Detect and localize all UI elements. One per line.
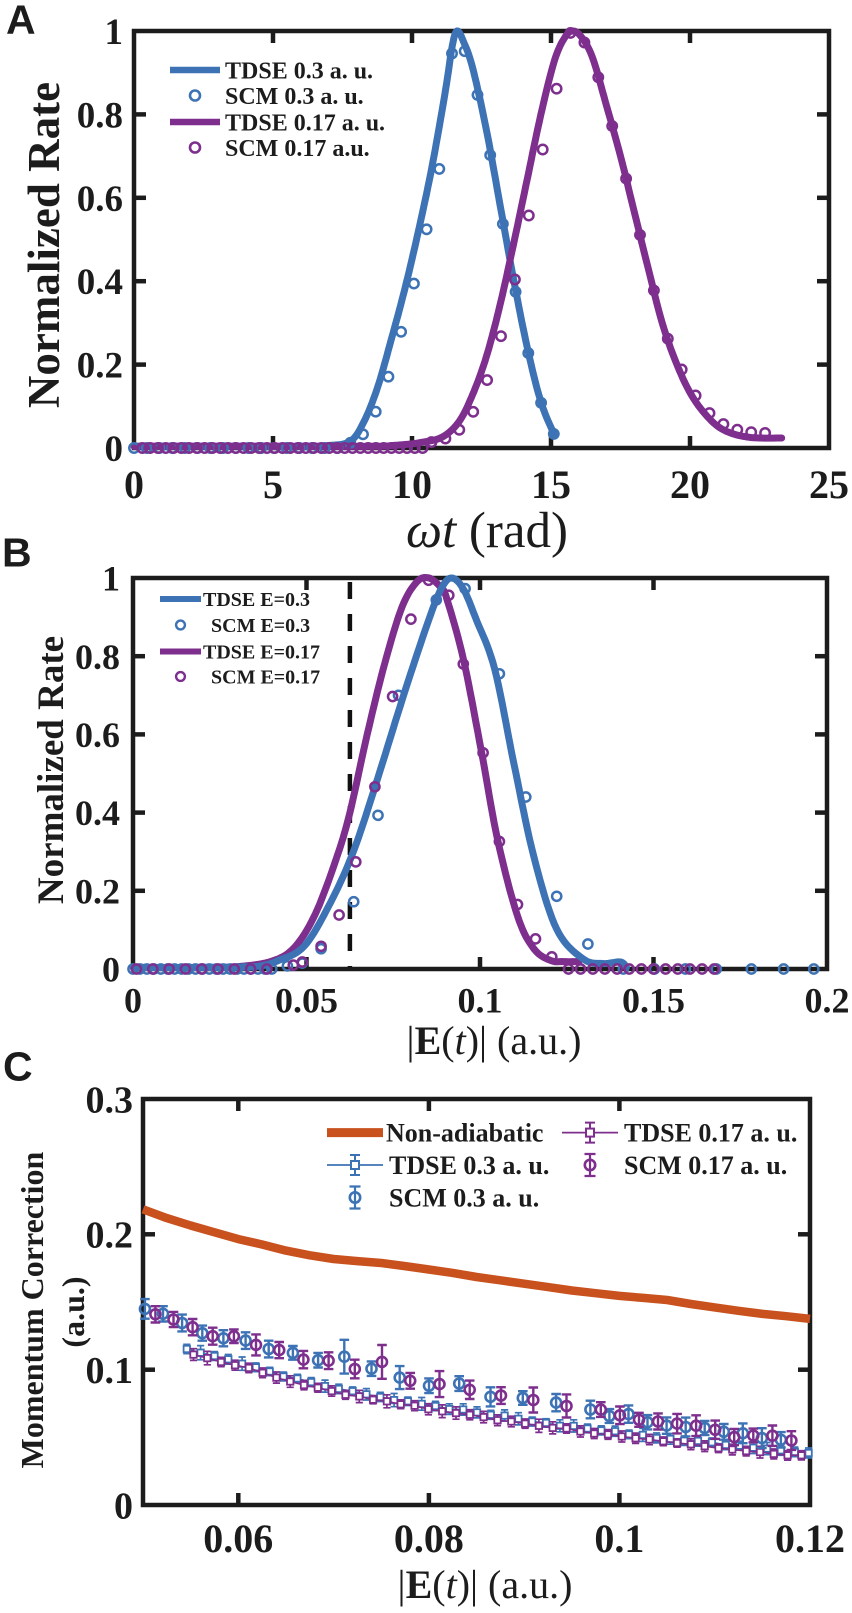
svg-text:SCM 0.17 a. u.: SCM 0.17 a. u. <box>624 1151 787 1180</box>
svg-text:(a.u.): (a.u.) <box>55 1276 91 1347</box>
svg-text:TDSE 0.3 a. u.: TDSE 0.3 a. u. <box>225 58 373 84</box>
svg-text:0.2: 0.2 <box>77 346 123 387</box>
svg-text:0.6: 0.6 <box>75 715 120 755</box>
svg-text:0: 0 <box>105 429 124 470</box>
svg-text:0.2: 0.2 <box>75 871 120 911</box>
svg-text:1: 1 <box>105 12 124 53</box>
svg-text:1: 1 <box>102 559 120 599</box>
svg-text:|E(t)| (a.u.): |E(t)| (a.u.) <box>398 1562 573 1607</box>
svg-text:0.1: 0.1 <box>458 981 503 1021</box>
svg-text:Momentum Correction: Momentum Correction <box>14 1151 50 1468</box>
svg-text:0.3: 0.3 <box>86 1079 134 1121</box>
svg-text:0.05: 0.05 <box>275 981 338 1021</box>
svg-text:0.8: 0.8 <box>77 95 123 136</box>
svg-text:Normalized Rate: Normalized Rate <box>31 636 72 904</box>
svg-text:0: 0 <box>124 462 144 507</box>
svg-text:0.1: 0.1 <box>86 1350 134 1392</box>
svg-text:0: 0 <box>124 981 142 1021</box>
svg-text:SCM 0.3 a. u.: SCM 0.3 a. u. <box>389 1184 539 1213</box>
svg-text:0.15: 0.15 <box>622 981 685 1021</box>
svg-text:Normalized Rate: Normalized Rate <box>19 82 69 408</box>
svg-text:TDSE 0.17 a. u.: TDSE 0.17 a. u. <box>624 1119 797 1148</box>
svg-text:TDSE 0.17 a. u.: TDSE 0.17 a. u. <box>225 110 385 136</box>
svg-text:0.08: 0.08 <box>394 1516 464 1561</box>
svg-text:10: 10 <box>392 462 432 507</box>
svg-text:C: C <box>3 1044 33 1090</box>
svg-text:5: 5 <box>263 462 283 507</box>
svg-text:0.1: 0.1 <box>594 1516 644 1561</box>
svg-text:SCM E=0.17: SCM E=0.17 <box>211 667 320 689</box>
svg-text:SCM 0.17 a.u.: SCM 0.17 a.u. <box>225 136 370 162</box>
svg-text:0: 0 <box>102 950 120 990</box>
svg-text:ωt (rad): ωt (rad) <box>406 503 568 559</box>
svg-text:TDSE E=0.3: TDSE E=0.3 <box>203 589 310 611</box>
svg-text:0.2: 0.2 <box>86 1215 134 1257</box>
svg-text:TDSE 0.3 a. u.: TDSE 0.3 a. u. <box>389 1151 549 1180</box>
svg-text:20: 20 <box>670 462 710 507</box>
svg-text:A: A <box>6 0 36 43</box>
svg-text:Non-adiabatic: Non-adiabatic <box>386 1119 543 1148</box>
svg-text:0.6: 0.6 <box>77 179 123 220</box>
svg-text:|E(t)| (a.u.): |E(t)| (a.u.) <box>407 1018 582 1063</box>
svg-text:15: 15 <box>531 462 571 507</box>
svg-text:SCM E=0.3: SCM E=0.3 <box>211 615 310 637</box>
svg-text:0.2: 0.2 <box>805 981 850 1021</box>
svg-text:0.4: 0.4 <box>75 793 120 833</box>
svg-text:25: 25 <box>809 462 849 507</box>
svg-text:B: B <box>2 530 32 576</box>
svg-text:0.4: 0.4 <box>77 262 123 303</box>
svg-text:0.06: 0.06 <box>203 1516 273 1561</box>
svg-text:0.8: 0.8 <box>75 637 120 677</box>
svg-text:TDSE E=0.17: TDSE E=0.17 <box>203 642 320 664</box>
svg-text:0: 0 <box>114 1485 133 1527</box>
svg-text:0.12: 0.12 <box>775 1516 845 1561</box>
svg-text:SCM 0.3 a. u.: SCM 0.3 a. u. <box>225 84 364 110</box>
